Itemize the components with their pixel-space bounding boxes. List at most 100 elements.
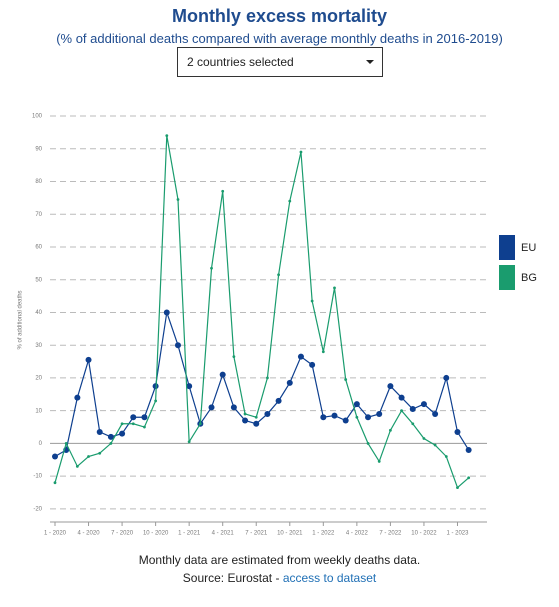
x-tick-label: 1 - 2021: [178, 531, 201, 537]
legend-label: BG: [521, 272, 537, 284]
x-tick-label: 10 - 2020: [143, 531, 169, 537]
note: Monthly data are estimated from weekly d…: [138, 553, 421, 567]
x-tick-label: 7 - 2021: [245, 531, 268, 537]
y-tick-label: 80: [35, 179, 42, 185]
data-point: [254, 415, 258, 419]
legend-swatch: [499, 235, 515, 260]
y-tick-label: 30: [35, 343, 42, 349]
data-point: [411, 422, 415, 426]
data-point: [432, 410, 439, 417]
data-point: [210, 266, 213, 270]
data-point: [120, 422, 124, 426]
y-tick-label: 70: [35, 212, 42, 218]
data-point: [299, 150, 303, 154]
x-tick-label: 7 - 2022: [379, 531, 402, 537]
data-point: [353, 401, 360, 408]
y-tick-label: 0: [39, 441, 43, 447]
data-point: [286, 379, 293, 386]
country-dropdown[interactable]: 2 countries selected: [177, 47, 383, 77]
y-tick-label: 10: [35, 408, 42, 414]
data-point: [433, 443, 437, 447]
data-point: [75, 464, 79, 468]
y-tick-label: 20: [35, 376, 42, 382]
data-point: [366, 442, 370, 445]
x-tick-label: 10 - 2022: [411, 531, 437, 537]
data-point: [208, 404, 215, 411]
data-point: [85, 356, 92, 363]
data-point: [297, 353, 304, 360]
dataset-link[interactable]: access to dataset: [282, 571, 377, 585]
data-point: [64, 442, 68, 445]
data-point: [288, 199, 292, 203]
data-point: [355, 415, 359, 419]
source-text: Source: Eurostat -: [182, 571, 280, 585]
x-tick-label: 4 - 2021: [212, 531, 235, 537]
data-point: [342, 417, 349, 424]
data-point: [376, 410, 383, 417]
y-tick-label: 90: [35, 146, 42, 152]
data-point: [444, 455, 448, 458]
data-point: [320, 414, 327, 421]
data-point: [98, 451, 102, 455]
y-axis-label: % of additional deaths: [18, 290, 24, 349]
y-tick-label: 40: [35, 310, 42, 316]
x-tick-label: 1 - 2023: [446, 531, 469, 537]
data-point: [74, 394, 81, 401]
data-point: [398, 394, 405, 401]
y-tick-label: 60: [35, 245, 42, 251]
x-tick-label: 1 - 2022: [312, 531, 335, 537]
data-point: [143, 425, 146, 429]
data-point: [365, 414, 372, 421]
data-point: [176, 198, 180, 201]
data-point: [174, 342, 181, 349]
legend-label: EU: [521, 242, 536, 254]
data-point: [230, 404, 237, 411]
data-point: [52, 453, 58, 460]
data-point: [243, 412, 247, 416]
data-point: [141, 414, 148, 421]
data-point: [96, 428, 103, 435]
data-point: [309, 361, 316, 368]
data-point: [186, 383, 193, 390]
chart-subtitle: (% of additional deaths compared with av…: [56, 31, 503, 46]
y-tick-label: 50: [35, 277, 42, 283]
data-point: [443, 374, 450, 381]
data-point: [266, 376, 269, 380]
data-point: [264, 410, 271, 417]
data-point: [198, 422, 202, 426]
data-point: [87, 455, 90, 458]
chart-title: Monthly excess mortality: [171, 6, 388, 26]
data-point: [389, 428, 392, 432]
data-point: [277, 273, 280, 277]
series-line: [54, 312, 470, 458]
data-point: [221, 189, 225, 193]
y-tick-label: -10: [33, 474, 42, 480]
x-tick-label: 4 - 2020: [78, 531, 101, 537]
source: Source: Eurostat - access to dataset: [0, 571, 559, 585]
x-tick-label: 7 - 2020: [111, 531, 134, 537]
dropdown-label: 2 countries selected: [187, 55, 294, 69]
data-point: [344, 378, 348, 381]
y-tick-label: -20: [33, 506, 42, 512]
x-tick-label: 1 - 2020: [44, 531, 67, 537]
data-point: [454, 428, 461, 435]
data-point: [187, 440, 191, 444]
data-point: [242, 417, 249, 424]
data-point: [387, 383, 394, 390]
data-point: [219, 371, 226, 378]
data-point: [107, 433, 114, 440]
data-point: [119, 430, 126, 437]
data-point: [232, 355, 236, 359]
data-point: [331, 412, 338, 419]
legend-swatch: [499, 265, 515, 290]
data-point: [467, 476, 471, 480]
data-point: [310, 299, 314, 303]
data-point: [400, 409, 403, 413]
data-point: [53, 481, 57, 485]
y-tick-label: 100: [32, 114, 43, 120]
series-line: [54, 135, 470, 489]
x-tick-label: 4 - 2022: [346, 531, 369, 537]
dropdown-arrow: [366, 60, 374, 64]
